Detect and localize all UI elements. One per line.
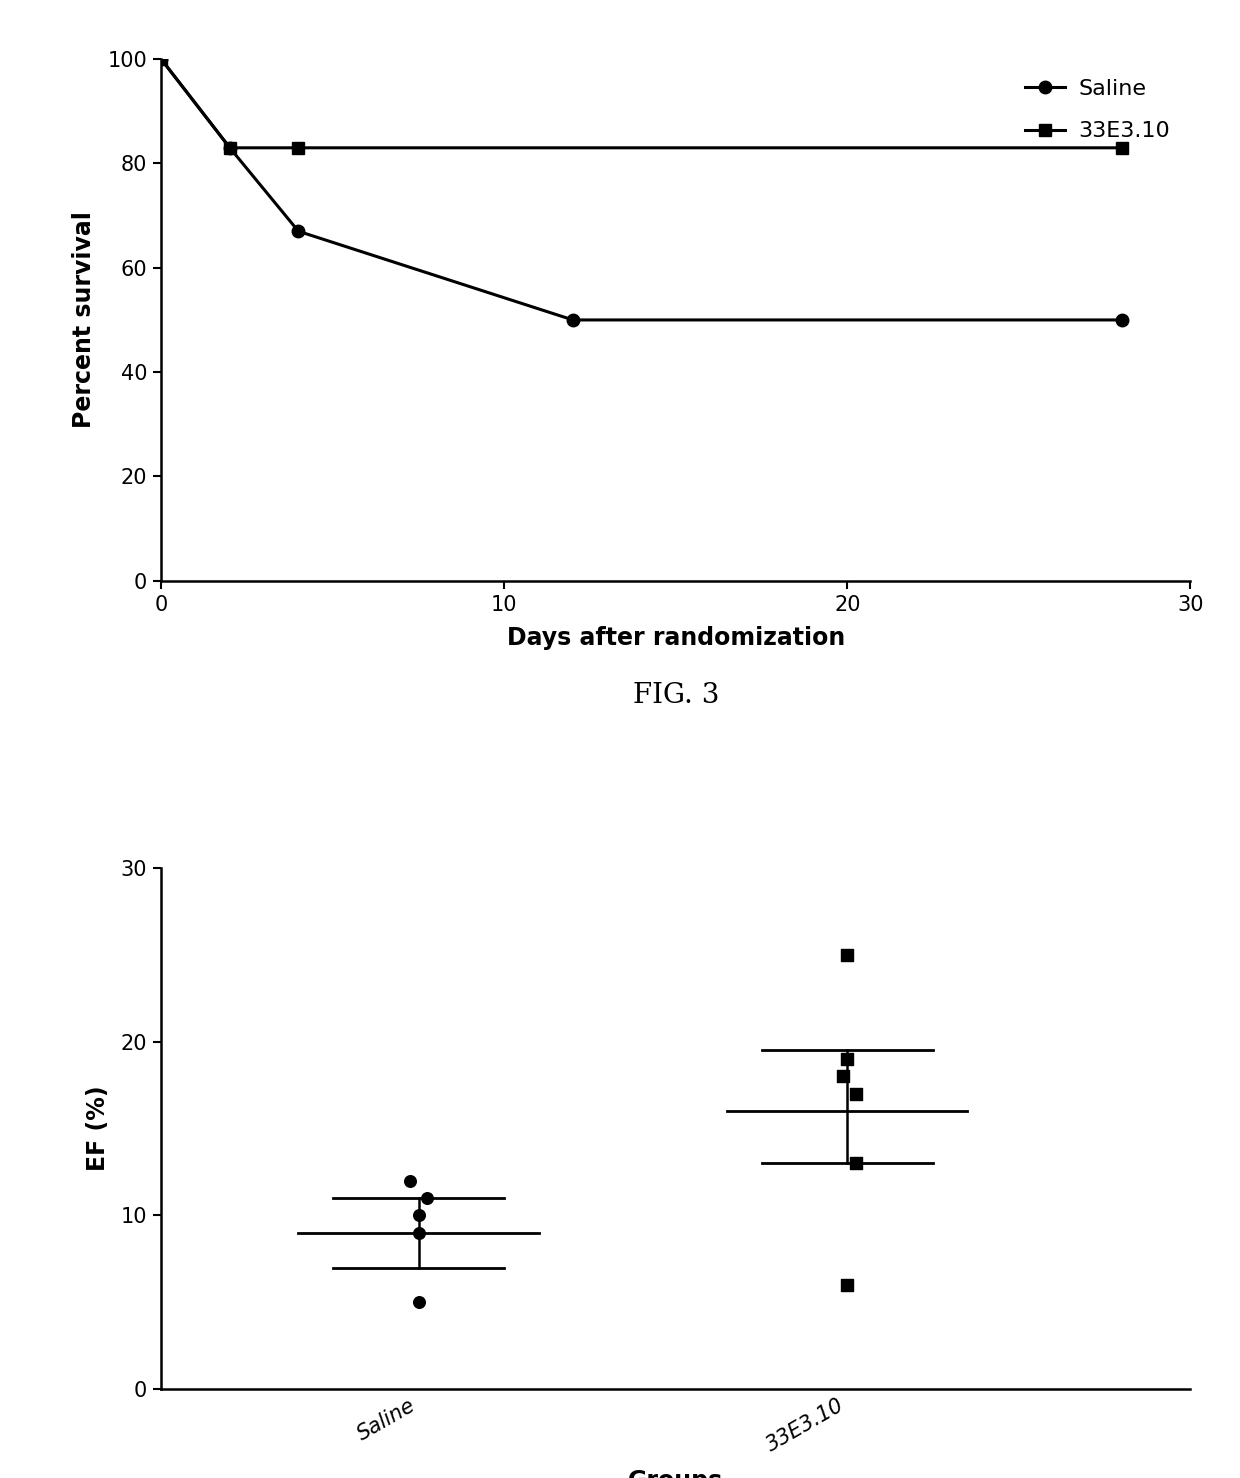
Point [409, 1203, 429, 1227]
Saline [291, 222, 306, 239]
Point [837, 1046, 857, 1070]
Point [837, 1273, 857, 1296]
Saline [154, 50, 169, 68]
X-axis label: Groups: Groups [629, 1469, 723, 1478]
Point [846, 1082, 866, 1106]
Point [409, 1221, 429, 1244]
33E3.10 [1115, 139, 1130, 157]
Saline [565, 310, 580, 328]
Point [846, 1151, 866, 1175]
X-axis label: Days after randomization: Days after randomization [507, 625, 844, 650]
Saline [222, 139, 237, 157]
Saline [1115, 310, 1130, 328]
33E3.10 [154, 50, 169, 68]
Y-axis label: Percent survival: Percent survival [72, 211, 97, 429]
Line: 33E3.10: 33E3.10 [155, 53, 1128, 154]
Legend: Saline, 33E3.10: Saline, 33E3.10 [1017, 71, 1179, 151]
33E3.10 [291, 139, 306, 157]
Point [401, 1169, 420, 1193]
Text: FIG. 3: FIG. 3 [632, 681, 719, 709]
Point [837, 943, 857, 967]
Point [409, 1290, 429, 1314]
Line: Saline: Saline [155, 53, 1128, 327]
Point [833, 1064, 853, 1088]
33E3.10 [222, 139, 237, 157]
Point [417, 1187, 436, 1210]
Y-axis label: EF (%): EF (%) [86, 1086, 109, 1171]
